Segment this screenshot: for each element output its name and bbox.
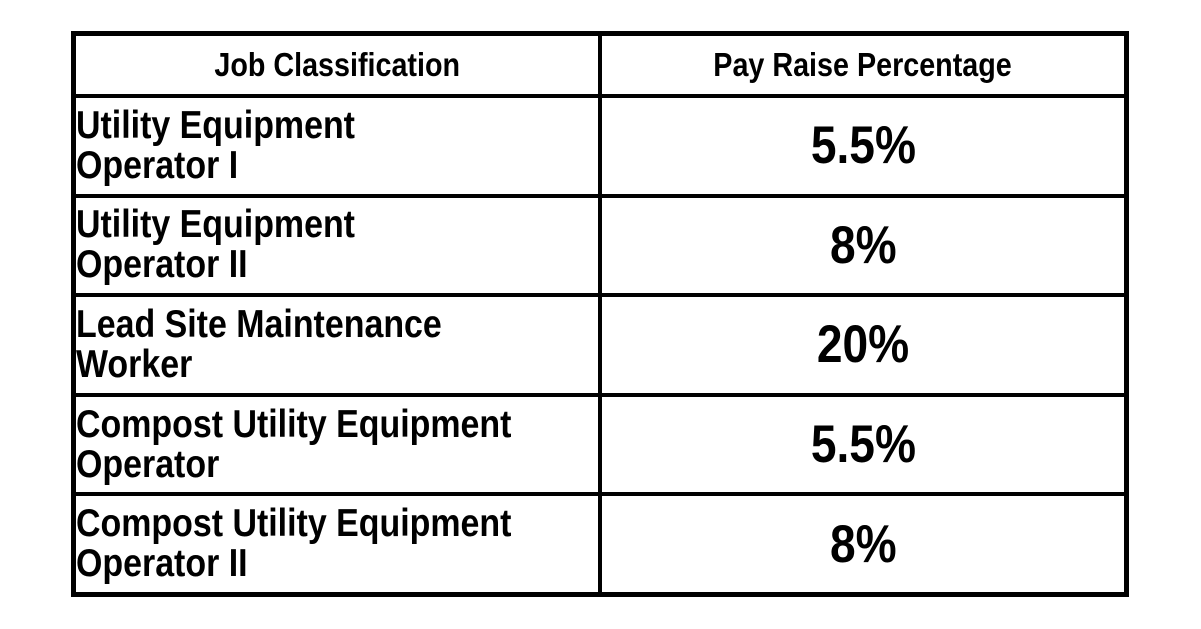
table-row: Compost Utility Equipment Operator II 8% — [71, 492, 1129, 597]
job-line: Lead Site Maintenance — [76, 302, 442, 346]
job-cell: Lead Site Maintenance Worker — [71, 293, 602, 397]
job-line: Compost Utility Equipment — [76, 402, 512, 446]
header-job-classification-label: Job Classification — [214, 46, 460, 83]
job-cell: Utility Equipment Operator II — [71, 193, 602, 298]
job-line: Operator II — [76, 542, 248, 586]
table-row: Lead Site Maintenance Worker 20% — [71, 293, 1129, 397]
job-cell: Compost Utility Equipment Operator II — [71, 492, 602, 597]
job-line: Compost Utility Equipment — [76, 502, 512, 546]
job-cell: Utility Equipment Operator I — [71, 94, 602, 198]
header-row: Job Classification Pay Raise Percentage — [71, 31, 1129, 98]
table-row: Utility Equipment Operator II 8% — [71, 193, 1129, 298]
job-cell: Compost Utility Equipment Operator — [71, 392, 602, 497]
raise-cell: 8% — [598, 193, 1129, 298]
job-line: Utility Equipment — [76, 203, 355, 247]
job-line: Operator I — [76, 143, 239, 187]
raise-value: 20% — [816, 315, 910, 375]
table-row: Utility Equipment Operator I 5.5% — [71, 94, 1129, 198]
header-pay-raise-percentage-label: Pay Raise Percentage — [713, 46, 1013, 83]
job-line: Operator II — [76, 243, 248, 287]
raise-value: 5.5% — [810, 415, 916, 475]
raise-cell: 5.5% — [598, 392, 1129, 497]
pay-raise-table: Job Classification Pay Raise Percentage … — [71, 31, 1129, 597]
raise-cell: 20% — [598, 293, 1129, 397]
raise-value: 8% — [829, 215, 897, 275]
table-body: Utility Equipment Operator I 5.5% Utilit… — [71, 94, 1129, 597]
job-line: Operator — [76, 442, 220, 486]
table-header: Job Classification Pay Raise Percentage — [71, 31, 1129, 98]
job-line: Utility Equipment — [76, 103, 355, 147]
raise-cell: 5.5% — [598, 94, 1129, 198]
raise-value: 8% — [829, 514, 897, 574]
header-pay-raise-percentage: Pay Raise Percentage — [598, 31, 1129, 98]
table-row: Compost Utility Equipment Operator 5.5% — [71, 392, 1129, 497]
raise-cell: 8% — [598, 492, 1129, 597]
header-job-classification: Job Classification — [71, 31, 602, 98]
raise-value: 5.5% — [810, 116, 916, 176]
job-line: Worker — [76, 342, 193, 386]
